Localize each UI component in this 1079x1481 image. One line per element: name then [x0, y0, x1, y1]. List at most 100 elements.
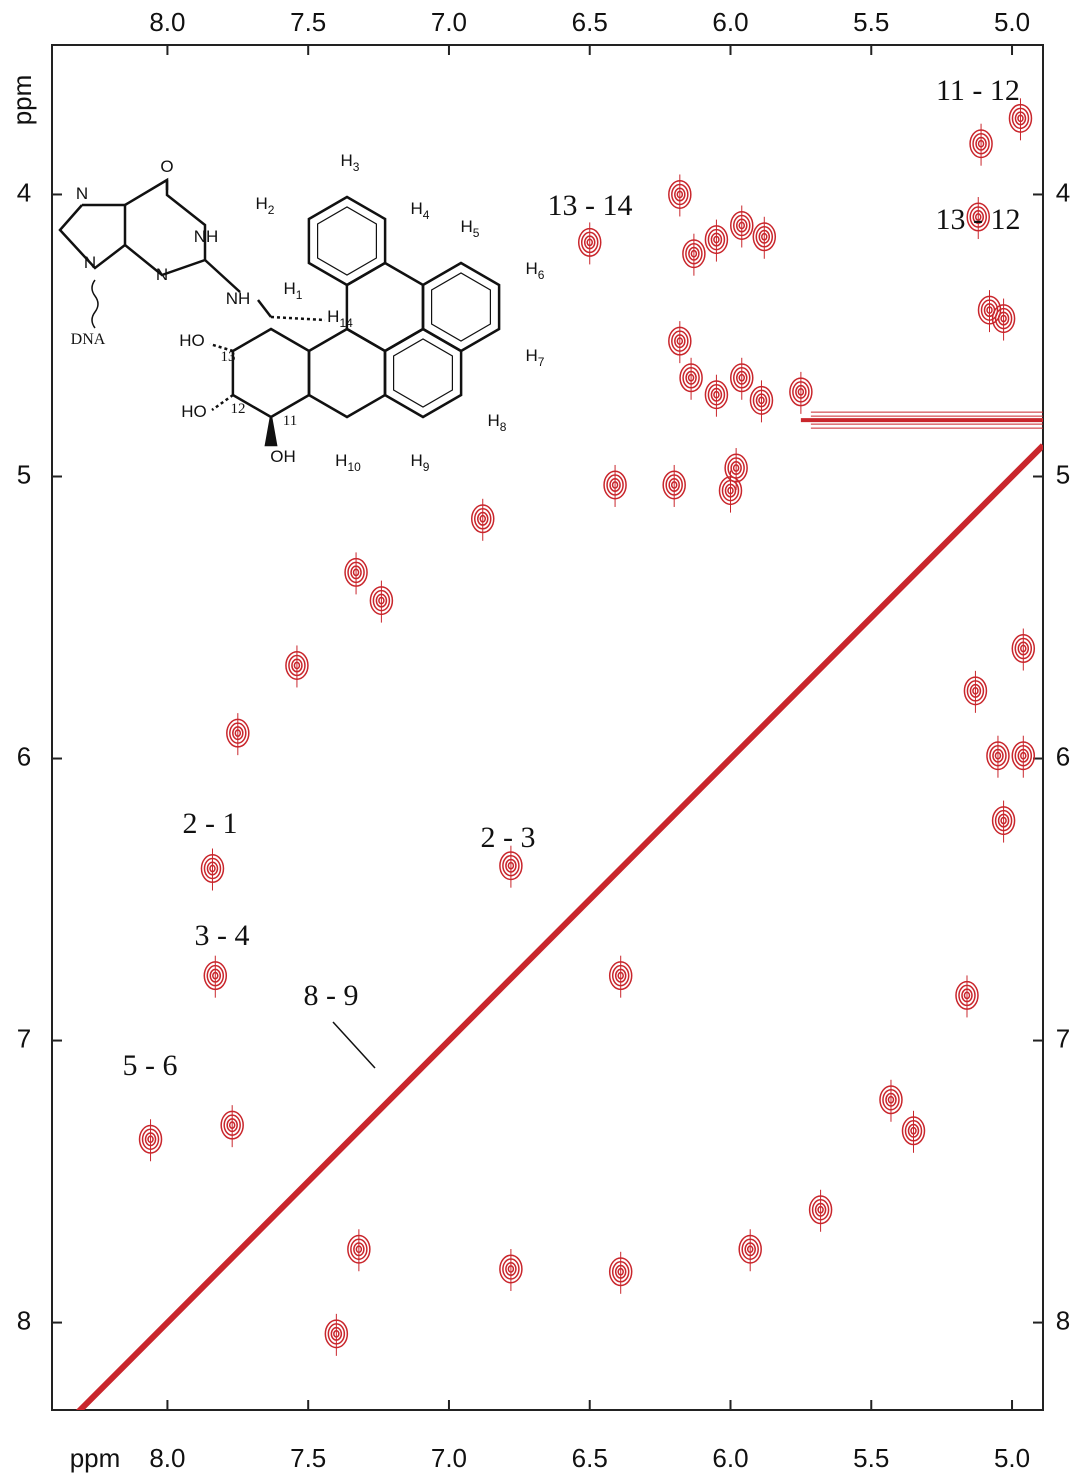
cross-peak: [226, 713, 250, 756]
cross-peak: [577, 222, 602, 265]
annotation: 2 - 3: [481, 821, 536, 854]
wedge-bond: [264, 416, 278, 447]
structure-text: H: [526, 346, 538, 365]
structure-subscript: 8: [500, 420, 507, 434]
aromatic-bond: [317, 206, 377, 276]
cross-peak: [1011, 628, 1036, 671]
structure-label: HO: [179, 331, 205, 350]
y-tick-label: 6: [1056, 741, 1070, 771]
x-tick-label: 7.5: [290, 1443, 326, 1473]
x-tick-label: 6.0: [712, 7, 748, 37]
cross-peak: [730, 357, 754, 400]
structure-text: H: [411, 199, 423, 218]
structure-text: H: [526, 259, 538, 278]
x-tick-label: 5.0: [994, 1443, 1030, 1473]
cross-peak: [203, 955, 228, 998]
cross-peak: [991, 800, 1016, 843]
plot-area: [75, 98, 1043, 1410]
structure-text: H: [461, 217, 473, 236]
structure-label: 11: [283, 413, 297, 429]
cross-peak: [738, 1229, 762, 1272]
x-tick-label: 7.0: [431, 7, 467, 37]
cross-peak: [752, 216, 777, 259]
structure-text: HO: [181, 402, 207, 421]
structure-text: DNA: [71, 331, 106, 348]
y-tick-label: 4: [1056, 177, 1070, 207]
y-tick-label: 8: [17, 1305, 31, 1335]
structure-subscript: 3: [353, 160, 360, 174]
x-tick-label: 7.5: [290, 7, 326, 37]
structure-label: H9: [411, 451, 430, 474]
cross-peak: [499, 1248, 523, 1291]
x-tick-label: 5.5: [853, 7, 889, 37]
cross-peak: [789, 371, 813, 414]
x-tick-label: 7.0: [431, 1443, 467, 1473]
hash-bond: [209, 342, 234, 353]
structure-text: H: [411, 451, 423, 470]
x-tick-label: 5.0: [994, 7, 1030, 37]
structure-label: HO: [181, 402, 207, 421]
x-tick-label: 6.0: [712, 1443, 748, 1473]
x-tick-label: 5.5: [853, 1443, 889, 1473]
cross-peak: [730, 205, 754, 248]
cross-peak: [285, 645, 309, 688]
cross-peak: [324, 1313, 349, 1356]
structure-label: H7: [526, 346, 545, 369]
structure-subscript: 10: [347, 460, 361, 474]
structure-label: N: [76, 184, 88, 203]
cross-peak: [220, 1105, 244, 1148]
y-tick-label: 6: [17, 741, 31, 771]
structure-label: NH: [194, 227, 219, 246]
hash-bond: [211, 393, 234, 412]
cross-peak: [963, 670, 988, 713]
structure-label: 12: [231, 401, 246, 417]
structure-text: 12: [231, 401, 246, 417]
structure-label: H5: [461, 217, 480, 240]
cross-peak: [955, 975, 979, 1018]
plot-frame: [51, 44, 1044, 1411]
hash-bond: [270, 315, 326, 322]
cross-peak: [344, 552, 368, 595]
annotation: 5 - 6: [123, 1049, 178, 1082]
cross-peak: [704, 374, 729, 417]
structure-label: O: [160, 157, 173, 176]
cross-peak: [200, 848, 225, 891]
structure-label: DNA: [71, 331, 106, 348]
structure-label: H3: [341, 151, 360, 174]
cross-peak: [749, 380, 774, 423]
structure-subscript: 2: [268, 203, 275, 217]
structure-label: H8: [488, 411, 507, 434]
structure-label: 13: [221, 349, 236, 365]
cross-peak: [808, 1189, 833, 1232]
y-axis-label: ppm: [7, 75, 37, 126]
annotation: 13 - 12: [936, 203, 1021, 236]
cross-peak: [668, 174, 692, 217]
cross-peak: [499, 845, 523, 888]
x-tick-label: 8.0: [149, 1443, 185, 1473]
cross-peak: [608, 1251, 633, 1294]
structure-label: H4: [411, 199, 430, 222]
structure-text: H: [341, 151, 353, 170]
cross-peak: [347, 1229, 371, 1272]
structure-label: H14: [327, 307, 353, 330]
structure-label: H1: [284, 279, 303, 302]
structure-text: H: [284, 279, 296, 298]
ring: [383, 327, 463, 419]
bond: [204, 259, 241, 293]
cross-peak: [662, 464, 686, 507]
y-tick-label: 7: [17, 1023, 31, 1053]
y-tick-label: 5: [1056, 459, 1070, 489]
ring: [307, 327, 387, 419]
ring: [345, 261, 425, 353]
x-tick-label: 6.5: [572, 7, 608, 37]
y-tick-label: 8: [1056, 1305, 1070, 1335]
ring: [231, 327, 311, 419]
ring: [307, 195, 387, 287]
cross-peak: [608, 955, 633, 998]
structure-subscript: 9: [423, 460, 430, 474]
structure-label: H6: [526, 259, 545, 282]
annotation-arrow: [332, 1021, 376, 1069]
cross-peak: [679, 357, 703, 400]
annotation: 3 - 4: [195, 919, 250, 952]
structure-text: O: [160, 157, 173, 176]
